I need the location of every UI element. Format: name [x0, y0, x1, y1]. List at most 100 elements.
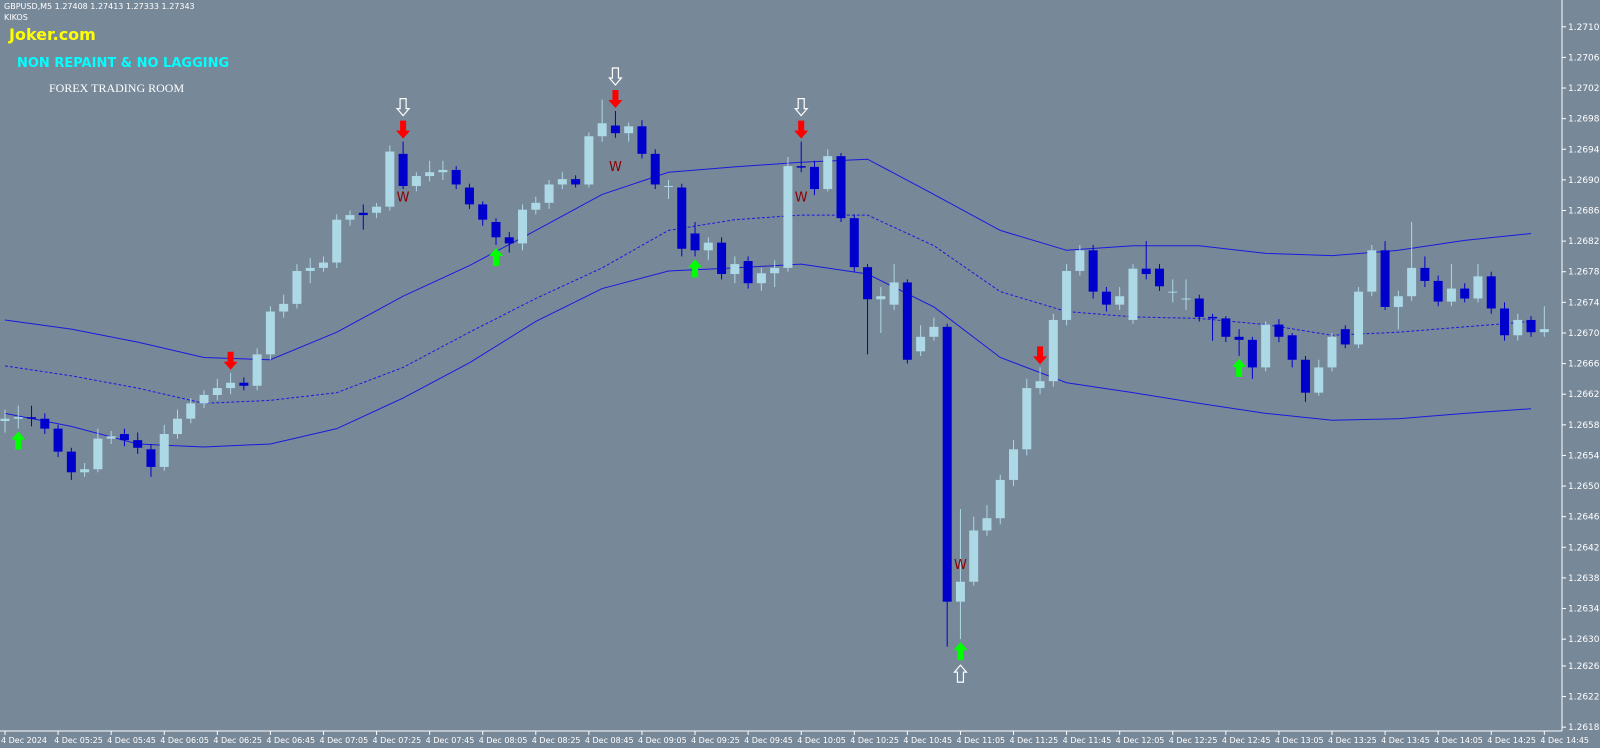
- candle-body: [557, 179, 567, 185]
- candle-body: [796, 166, 806, 168]
- candle-body: [571, 179, 581, 185]
- x-tick-label: 4 Dec 11:25: [1010, 736, 1059, 745]
- candle-body: [478, 204, 488, 220]
- candle-body: [1075, 250, 1085, 271]
- y-tick-label: 1.26225: [1568, 693, 1600, 703]
- candle-body: [902, 282, 912, 360]
- candle-body: [1115, 296, 1125, 305]
- candle-body: [876, 296, 886, 300]
- crescent: [940, 647, 946, 658]
- band-middle: [4, 214, 1532, 404]
- x-tick-label: 4 Dec 12:45: [1222, 736, 1271, 745]
- w-label: W: [795, 191, 808, 206]
- sell-arrow: [794, 120, 809, 139]
- x-tick-label: 4 Dec 10:45: [903, 736, 952, 745]
- candle-body: [239, 382, 249, 386]
- candle-body: [13, 417, 23, 419]
- y-tick-label: 1.26700: [1568, 329, 1600, 339]
- y-tick-label: 1.26340: [1568, 605, 1600, 615]
- y-tick-label: 1.26540: [1568, 451, 1600, 461]
- candle-body: [385, 151, 395, 207]
- candle-body: [544, 184, 554, 203]
- candle-body: [345, 215, 355, 220]
- buy-arrow: [11, 431, 26, 450]
- candle-body: [1194, 298, 1204, 317]
- candle-body: [332, 219, 342, 263]
- candle-body: [916, 336, 926, 352]
- candle-body: [1380, 250, 1390, 307]
- candle-body: [1340, 329, 1350, 345]
- x-tick-label: 4 Dec 14:45: [1540, 736, 1589, 745]
- subtitle: FOREX TRADING ROOM: [49, 81, 184, 95]
- x-tick-label: 4 Dec 09:25: [691, 736, 740, 745]
- crescent: [1218, 343, 1224, 354]
- candle-body: [252, 354, 262, 386]
- buy-arrow: [1232, 358, 1247, 377]
- x-tick-label: 4 Dec 10:05: [797, 736, 846, 745]
- band-lower: [4, 263, 1532, 448]
- candle-body: [1526, 319, 1536, 333]
- y-tick-label: 1.26620: [1568, 390, 1600, 400]
- x-tick-label: 4 Dec 05:45: [107, 736, 156, 745]
- x-tick-label: 4 Dec 13:25: [1328, 736, 1377, 745]
- y-tick-label: 1.26900: [1568, 176, 1600, 186]
- x-tick-label: 4 Dec 12:05: [1116, 736, 1165, 745]
- candle-body: [1128, 268, 1138, 320]
- candle-body: [1035, 381, 1045, 389]
- x-tick-label: 4 Dec 08:45: [585, 736, 634, 745]
- candle-body: [186, 403, 196, 419]
- x-tick-label: 4 Dec 06:25: [213, 736, 262, 745]
- x-tick-label: 4 Dec 14:05: [1434, 736, 1483, 745]
- candle-body: [199, 394, 209, 404]
- candle-body: [464, 187, 474, 205]
- candle-body: [438, 169, 448, 173]
- candle-body: [265, 311, 275, 355]
- candle-body: [717, 242, 727, 275]
- candle-body: [1101, 291, 1111, 305]
- y-tick-label: 1.27020: [1568, 84, 1600, 94]
- candle-body: [1314, 367, 1324, 393]
- sell-arrow: [223, 351, 238, 370]
- candle-body: [1500, 308, 1510, 336]
- candle-body: [624, 126, 634, 134]
- hollow-up-arrow: [953, 664, 968, 683]
- x-tick-label: 4 Dec 07:25: [373, 736, 422, 745]
- x-tick-label: 4 Dec 07:05: [319, 736, 368, 745]
- candle-body: [292, 270, 302, 304]
- candle-body: [226, 382, 236, 389]
- hollow-down-arrow: [793, 98, 809, 117]
- candle-body: [1168, 291, 1178, 293]
- candle-body: [53, 428, 63, 452]
- y-tick-label: 1.26860: [1568, 206, 1600, 216]
- candle-body: [995, 479, 1005, 519]
- sell-arrow: [396, 120, 411, 139]
- candle-body: [425, 172, 435, 177]
- candle-body: [1234, 336, 1244, 340]
- candle-body: [955, 581, 965, 602]
- y-tick-label: 1.26980: [1568, 115, 1600, 125]
- band-upper: [4, 158, 1532, 361]
- candle-body: [783, 166, 793, 268]
- x-tick-label: 4 Dec 08:05: [479, 736, 528, 745]
- candle-body: [809, 166, 819, 190]
- y-tick-label: 1.26460: [1568, 513, 1600, 523]
- candle-body: [146, 449, 156, 467]
- candle-body: [93, 438, 103, 470]
- candle-body: [1393, 296, 1403, 307]
- w-label: W: [397, 191, 410, 206]
- candle-body: [1048, 319, 1058, 382]
- x-tick-label: 4 Dec 14:25: [1487, 736, 1536, 745]
- candle-body: [1473, 276, 1483, 299]
- candle-body: [1154, 268, 1164, 287]
- candle-body: [969, 530, 979, 582]
- candle-body: [1327, 336, 1337, 368]
- candle-body: [1221, 318, 1231, 337]
- candle-body: [1420, 267, 1430, 281]
- candle-body: [1261, 324, 1271, 368]
- candle-body: [1513, 319, 1523, 336]
- candle-body: [0, 418, 10, 421]
- x-tick-label: 4 Dec 11:05: [956, 736, 1005, 745]
- x-tick-label: 4 Dec 09:05: [638, 736, 687, 745]
